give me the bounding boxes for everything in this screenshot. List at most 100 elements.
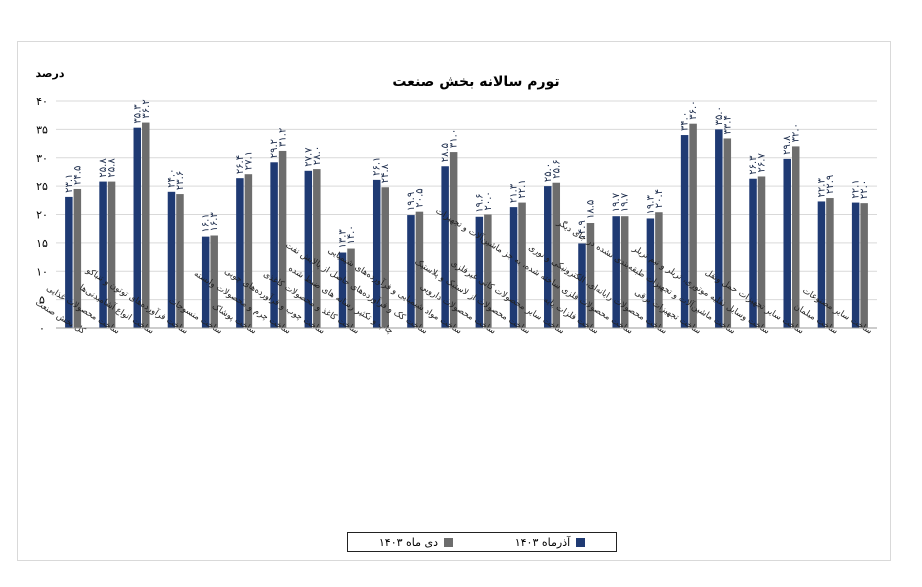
- data-label: ۲۵.۶: [551, 159, 562, 178]
- y-axis-ticks: ۰ ۵ ۱۰ ۱۵ ۲۰ ۲۵ ۳۰ ۳۵ ۴۰: [36, 95, 48, 335]
- bar: [176, 194, 184, 328]
- bars: [65, 122, 868, 328]
- bar: [304, 170, 313, 328]
- bar: [244, 174, 253, 328]
- bar: [509, 207, 518, 328]
- data-label: ۲۳.۱: [64, 174, 75, 193]
- bar: [133, 127, 142, 328]
- bar: [142, 122, 150, 328]
- data-label: ۲۴.۰: [166, 169, 177, 188]
- data-label: ۱۹.۳: [645, 195, 656, 215]
- bar: [372, 179, 381, 328]
- data-label: ۲۰.۵: [414, 188, 425, 207]
- data-label: ۳۶.۲: [141, 99, 152, 118]
- grid-lines: [56, 100, 877, 301]
- bar: [475, 216, 484, 328]
- y-tick-label: ۴۰: [36, 95, 48, 108]
- bar: [851, 202, 860, 328]
- legend-label-dey: دی ماه ۱۴۰۳: [378, 535, 439, 549]
- data-label: ۲۰.۴: [654, 189, 665, 208]
- y-tick-label: ۱۵: [36, 237, 48, 250]
- bar: [586, 223, 595, 328]
- data-label: ۳۵.۰: [714, 106, 725, 125]
- bar: [620, 216, 629, 328]
- bar: [107, 181, 116, 328]
- data-label: ۲۵.۸: [107, 158, 118, 178]
- data-label: ۲۸.۰: [312, 146, 323, 165]
- bar: [715, 129, 723, 328]
- data-label: ۱۸.۵: [585, 200, 596, 219]
- bar: [791, 146, 800, 328]
- data-label: ۳۳.۴: [722, 115, 733, 134]
- y-tick-label: ۱۰: [36, 265, 48, 278]
- data-label: ۲۶.۳: [748, 155, 759, 175]
- bar: [757, 176, 766, 328]
- bar: [544, 186, 552, 328]
- data-label: ۱۴.۹: [577, 220, 588, 239]
- bar: [552, 182, 561, 328]
- bar: [407, 215, 415, 328]
- bar: [689, 123, 697, 328]
- chart-title: تورم سالانه بخش صنعت: [392, 74, 559, 90]
- bar: [484, 214, 492, 328]
- bar: [415, 211, 424, 328]
- data-label: ۳۱.۰: [449, 129, 460, 148]
- bar: [167, 191, 176, 328]
- bar: [236, 178, 244, 328]
- data-label: ۲۹.۸: [782, 135, 793, 155]
- data-label: ۱۹.۹: [406, 192, 417, 211]
- data-label: ۳۱.۲: [278, 128, 289, 147]
- data-label: ۳۴.۰: [680, 112, 691, 131]
- data-label: ۲۵.۰: [543, 163, 554, 182]
- data-label: ۱۹.۷: [611, 192, 622, 212]
- bar: [723, 138, 732, 328]
- data-label: ۲۶.۷: [757, 153, 768, 173]
- bar: [73, 188, 82, 328]
- data-label: ۲۷.۱: [243, 151, 254, 170]
- legend-swatch-azar: [576, 537, 586, 547]
- legend: آذرماه ۱۴۰۳ دی ماه ۱۴۰۳: [347, 532, 617, 552]
- bar: [278, 150, 287, 328]
- bar: [518, 202, 526, 328]
- data-label: ۱۹.۶: [474, 193, 485, 212]
- y-tick-label: ۳۵: [36, 123, 48, 136]
- bar: [210, 235, 218, 328]
- y-tick-label: ۳۰: [36, 152, 48, 165]
- data-label: ۲۲.۳: [816, 178, 827, 198]
- y-tick-label: ۵: [39, 294, 45, 307]
- data-label: ۲۶.۴: [235, 155, 246, 174]
- data-label: ۳۲.۰: [791, 123, 802, 142]
- bar: [347, 248, 355, 328]
- bar: [270, 162, 278, 328]
- bar: [99, 181, 107, 328]
- data-label: ۱۶.۱: [201, 213, 212, 232]
- data-label: ۲۵.۸: [98, 158, 109, 178]
- bar: [817, 201, 826, 328]
- data-label: ۲۲.۱: [851, 179, 862, 198]
- y-axis-label: درصد: [36, 67, 65, 80]
- data-label: ۲۲.۰: [859, 180, 870, 199]
- data-label: ۲۲.۹: [825, 175, 836, 194]
- data-label: ۲۴.۸: [380, 163, 391, 183]
- legend-label-azar: آذرماه ۱۴۰۳: [514, 535, 571, 549]
- data-label: ۲۳.۶: [175, 171, 186, 190]
- data-label: ۲۲.۱: [517, 179, 528, 198]
- data-label: ۱۶.۳: [209, 212, 220, 232]
- bar: [655, 212, 663, 328]
- data-label: ۲۴.۵: [72, 166, 83, 185]
- data-label: ۲۰.۰: [483, 191, 494, 210]
- bar: [65, 196, 73, 328]
- data-label: ۱۹.۷: [620, 192, 631, 212]
- bar: [441, 166, 449, 328]
- y-tick-label: ۰: [39, 322, 45, 335]
- data-label: ۲۱.۳: [509, 183, 520, 203]
- y-tick-label: ۲۵: [36, 180, 48, 193]
- data-label: ۱۴.۰: [346, 225, 357, 244]
- legend-item-dey: دی ماه ۱۴۰۳: [378, 535, 454, 549]
- bar: [313, 169, 321, 328]
- bar: [646, 218, 655, 328]
- bar: [860, 203, 868, 328]
- data-label: ۳۵.۳: [132, 104, 143, 124]
- bar: [201, 236, 210, 328]
